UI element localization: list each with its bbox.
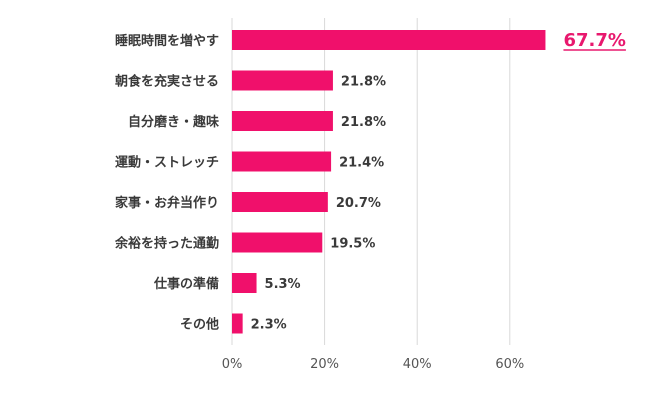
bar [232,111,333,131]
x-tick-label: 60% [495,357,524,372]
highlight-value-label: 67.7% [563,30,625,51]
bar [232,232,323,253]
grid-layer [231,18,511,345]
value-label: 19.5% [330,237,375,252]
value-label: 20.7% [336,196,381,211]
bar [232,70,333,91]
x-tick-label: 0% [222,357,243,372]
category-label: その他 [180,317,219,333]
category-label: 仕事の準備 [153,276,219,292]
bar [232,273,257,293]
category-label: 朝食を充実させる [115,74,219,90]
bar-layer [232,30,546,334]
value-label: 5.3% [265,277,301,292]
category-label: 睡眠時間を増やす [115,33,219,49]
category-label: 自分磨き・趣味 [128,114,219,130]
bar [232,192,328,212]
category-label: 家事・お弁当作り [115,195,219,211]
bar [232,313,243,334]
category-label: 運動・ストレッチ [115,155,219,171]
category-label: 余裕を持った通勤 [114,236,219,252]
bar [232,30,546,50]
value-label: 21.4% [339,156,384,171]
value-label: 21.8% [341,115,386,130]
value-label: 21.8% [341,75,386,90]
bar [232,151,332,172]
x-tick-label: 20% [310,357,339,372]
value-label-layer: 67.7% 21.8% 21.8% 21.4% 20.7% 19.5% 5.3% 2.3% [251,30,626,333]
x-tick-label-layer: 0% 20% 40% 60% [222,357,525,372]
value-label: 2.3% [251,318,287,333]
x-tick-label: 40% [403,357,432,372]
category-label-layer: 睡眠時間を増やす朝食を充実させる自分磨き・趣味運動・ストレッチ家事・お弁当作り余… [114,33,219,333]
